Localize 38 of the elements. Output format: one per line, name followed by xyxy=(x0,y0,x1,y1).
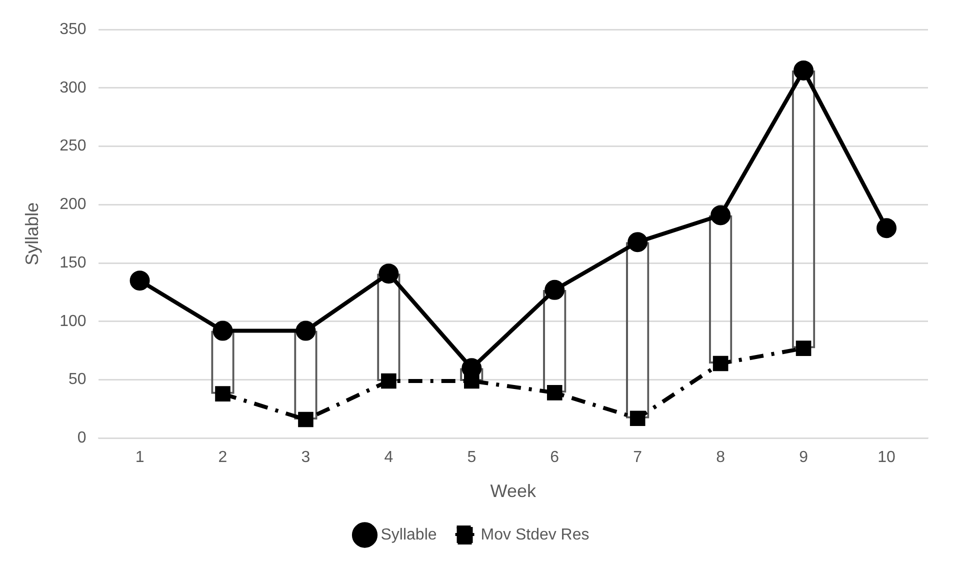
x-tick-label: 3 xyxy=(301,449,310,466)
y-tick-label: 200 xyxy=(60,196,86,214)
y-tick-label: 50 xyxy=(68,371,86,388)
point xyxy=(628,232,648,252)
y-tick-label: 0 xyxy=(77,430,86,447)
y-tick-label: 300 xyxy=(60,79,86,96)
x-tick-label: 6 xyxy=(550,449,560,466)
point xyxy=(381,373,396,389)
point xyxy=(796,340,812,356)
point xyxy=(544,280,565,300)
x-tick-label: 7 xyxy=(633,449,642,466)
point xyxy=(546,385,562,400)
point xyxy=(876,218,897,238)
x-tick-label: 1 xyxy=(135,449,144,466)
point xyxy=(298,412,314,428)
point xyxy=(130,270,150,291)
x-tick-label: 10 xyxy=(878,449,896,466)
y-axis-title: Syllable xyxy=(22,202,42,266)
y-tick-label: 250 xyxy=(60,138,86,155)
point xyxy=(296,320,316,341)
x-tick-label: 8 xyxy=(716,449,726,466)
point xyxy=(712,356,728,372)
x-tick-label: 5 xyxy=(467,449,476,466)
y-tick-label: 350 xyxy=(60,21,86,38)
x-tick-label: 2 xyxy=(218,449,228,466)
x-tick-label: 9 xyxy=(799,449,808,466)
point xyxy=(630,410,646,426)
legend-label: Syllable xyxy=(380,526,437,544)
y-tick-label: 150 xyxy=(60,254,86,272)
x-tick-label: 4 xyxy=(384,449,394,466)
y-tick-label: 100 xyxy=(60,312,86,330)
point xyxy=(212,320,233,341)
point xyxy=(215,386,230,402)
point xyxy=(794,60,814,80)
point xyxy=(710,205,731,226)
x-axis-title: Week xyxy=(490,481,537,502)
point xyxy=(378,264,399,284)
legend-label: Mov Stdev Res xyxy=(480,526,590,544)
